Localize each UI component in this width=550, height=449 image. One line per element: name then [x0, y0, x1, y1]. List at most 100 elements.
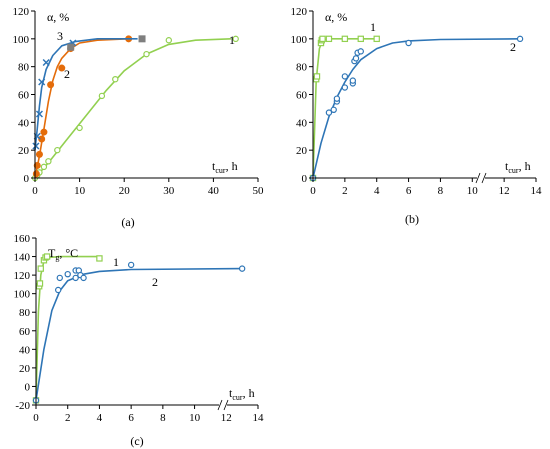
panel-c-y-tick-label: 40 — [19, 344, 31, 356]
panel-a-ticks: 0 10 20 30 40 50 0 20 40 60 80 100 120 — [13, 6, 265, 197]
panel-b-series-2-point — [341, 84, 349, 91]
panel-b-x-tick-label: 12 — [499, 185, 510, 197]
panel-c-y-tick-label: 140 — [14, 252, 31, 264]
panel-a-series-label-1: 1 — [229, 33, 235, 47]
panel-c-series-1-point — [36, 280, 44, 287]
panel-a-x-tick-label: 30 — [163, 185, 175, 197]
panel-c-y-tick-label: 0 — [25, 381, 31, 393]
panel-b-series — [309, 35, 524, 182]
panel-a-x-tick-label: 0 — [32, 185, 38, 197]
panel-c-series-2-line — [35, 267, 243, 401]
panel-a-series-label-3: 3 — [57, 29, 63, 43]
panel-b-x-tick-label: 14 — [531, 185, 543, 197]
panel-b-y-tick-label: 40 — [296, 117, 308, 129]
panel-b-y-tick-label: 100 — [291, 34, 308, 46]
panel-a-y-tick-label: 60 — [18, 90, 30, 102]
panel-a-series-1-point — [98, 92, 106, 100]
panel-a-series-label-2: 2 — [64, 67, 70, 81]
panel-b-series-label-2: 2 — [510, 40, 516, 54]
panel-b-y-tick-label: 20 — [296, 145, 308, 157]
panel-b-series-1-line — [312, 38, 377, 179]
panel-b-y-tick-label: 80 — [296, 62, 308, 74]
panel-a-y-tick-label: 20 — [18, 145, 30, 157]
panel-c-series-2-point — [72, 274, 79, 282]
panel-c-caption: (c) — [130, 434, 143, 448]
panel-a-y-tick-label: 0 — [24, 173, 30, 185]
panel-c-y-tick-label: 120 — [14, 270, 31, 282]
panel-c-x-tick-label: 12 — [221, 412, 232, 424]
panel-b-series-2-point — [349, 77, 357, 84]
panel-a-series-1-point — [112, 75, 119, 83]
panel-c-y-tick-label: 20 — [19, 363, 31, 375]
panel-a-x-tick-label: 50 — [253, 185, 265, 197]
panel-c-series-1-point — [37, 265, 44, 272]
panel-b-series-2-point — [516, 35, 524, 43]
panel-b-series-1-point — [357, 35, 364, 43]
panel-a-series-2-point — [35, 150, 43, 158]
panel-a-series-1-line — [34, 38, 232, 179]
panel-a-series-2-point — [33, 161, 41, 169]
panel-b-x-tick-label: 10 — [467, 185, 479, 197]
panel-a-series-1-point — [76, 124, 83, 132]
panel-c-series-2-point — [64, 270, 71, 278]
panel-b-series-label-1: 1 — [370, 20, 376, 34]
panel-a-y-label: α, % — [47, 10, 69, 24]
panel-b-series-2-point — [357, 48, 364, 55]
panel-c-x-tick-label: 14 — [253, 412, 265, 424]
panel-a-series-4-point — [67, 43, 75, 51]
panel-b-series-2-point — [330, 106, 337, 114]
panel-b-series-2-point — [325, 109, 333, 116]
panel-a-x-tick-label: 20 — [119, 185, 131, 197]
panel-a-series-3-point — [32, 142, 40, 150]
panel-a-y-tick-label: 100 — [13, 34, 30, 46]
panel-c-x-tick-label: 10 — [189, 412, 201, 424]
panel-a-series-1-point — [232, 35, 239, 43]
panel-a-series-2-point — [58, 64, 66, 72]
panel-a-y-tick-label: 120 — [13, 6, 30, 18]
panel-a-series-2-point — [47, 81, 55, 89]
panel-c-x-label: tcur, h — [229, 386, 255, 402]
panel-a-series — [31, 35, 239, 182]
panel-b-x-tick-label: 8 — [438, 185, 444, 197]
panel-b-y-label: α, % — [325, 10, 347, 24]
panel-b-series-1-point — [313, 73, 321, 80]
panel-c-x-tick-label: 6 — [128, 412, 134, 424]
panel-c-x-tick-label: 4 — [97, 412, 103, 424]
panel-a-series-1-point — [165, 37, 172, 44]
panel-c-axis-break-icon — [217, 399, 229, 411]
panel-a-series-3-line — [34, 38, 138, 151]
panel-a-series-2-point — [32, 170, 40, 178]
panel-c-series-label-1: 1 — [113, 255, 119, 269]
panel-c-y-tick-label: 80 — [19, 307, 31, 319]
panel-b-y-tick-label: 120 — [291, 6, 308, 18]
panel-b-series-1-point — [319, 35, 326, 43]
panel-c-x-tick-label: 0 — [33, 412, 39, 424]
panel-c-y-tick-label: 60 — [19, 326, 31, 338]
panel-b-series-1-point — [325, 35, 333, 43]
panel-b-x-tick-label: 2 — [342, 185, 348, 197]
panel-b-x-tick-label: 0 — [310, 185, 316, 197]
panel-b-series-1-point — [373, 35, 380, 43]
panel-a-x-label: tcur, h — [212, 159, 238, 175]
panel-b-series-2-point — [405, 39, 412, 47]
panel-c-series-2-point — [56, 274, 63, 282]
panel-b-x-tick-label: 4 — [374, 185, 380, 197]
panel-c-y-tick-label: 160 — [14, 233, 31, 245]
panel-a-series-1-point — [45, 158, 52, 165]
panel-a-series-1-point — [54, 146, 61, 154]
panel-c-x-tick-label: 8 — [160, 412, 166, 424]
panel-c-x-tick-label: 2 — [65, 412, 71, 424]
panel-b-series-2-point — [352, 55, 360, 62]
panel-a-y-tick-label: 80 — [18, 62, 30, 74]
panel-c-series — [32, 253, 246, 404]
panel-c-series-2-point — [55, 286, 62, 294]
panel-c-y-tick-label: -20 — [15, 400, 30, 412]
panel-b-series-2-point — [333, 95, 341, 102]
panel-b-y-tick-label: 60 — [296, 90, 308, 102]
